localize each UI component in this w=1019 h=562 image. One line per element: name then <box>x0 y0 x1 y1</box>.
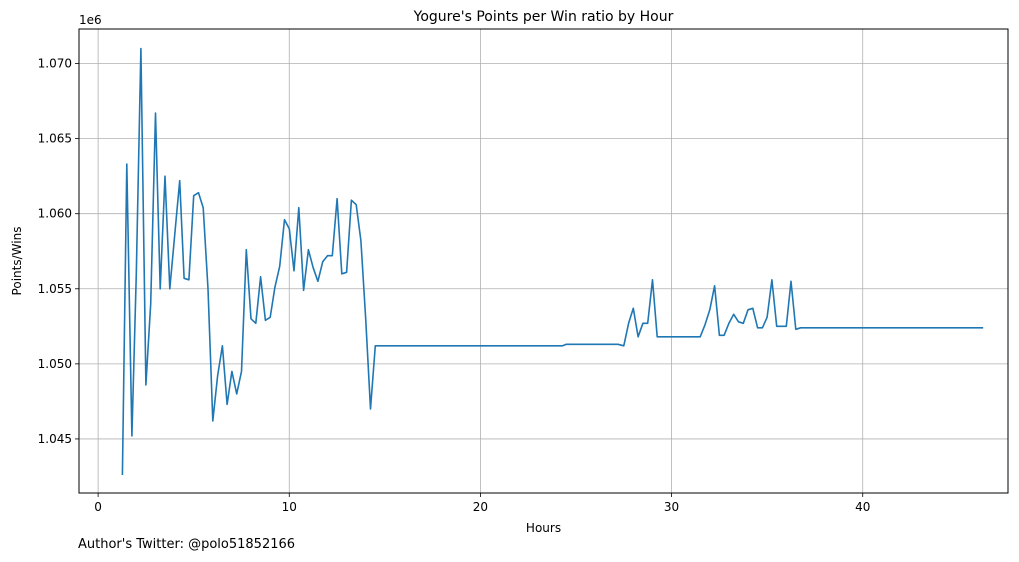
y-tick-label: 1.050 <box>38 357 72 371</box>
x-tick-label: 20 <box>473 500 488 514</box>
y-axis-offset-label: 1e6 <box>79 13 102 27</box>
y-tick-label: 1.060 <box>38 207 72 221</box>
y-tick-label: 1.045 <box>38 432 72 446</box>
x-tick-label: 10 <box>282 500 297 514</box>
y-tick-label: 1.070 <box>38 57 72 71</box>
y-tick-label: 1.065 <box>38 132 72 146</box>
y-axis-label: Points/Wins <box>10 227 24 296</box>
gridlines <box>79 29 1008 493</box>
axis-ticks: 0 10 20 30 40 1.045 1.050 1.055 1.060 1.065 1.070 <box>38 57 871 514</box>
x-tick-label: 40 <box>855 500 870 514</box>
series-line-group <box>121 47 984 476</box>
x-axis-label: Hours <box>526 521 561 535</box>
author-credit: Author's Twitter: @polo51852166 <box>78 537 296 552</box>
plot-frame <box>78 28 1009 494</box>
series-line <box>121 47 984 476</box>
chart-title: Yogure's Points per Win ratio by Hour <box>413 9 674 25</box>
y-tick-label: 1.055 <box>38 282 72 296</box>
x-tick-label: 30 <box>664 500 679 514</box>
x-tick-label: 0 <box>94 500 102 514</box>
